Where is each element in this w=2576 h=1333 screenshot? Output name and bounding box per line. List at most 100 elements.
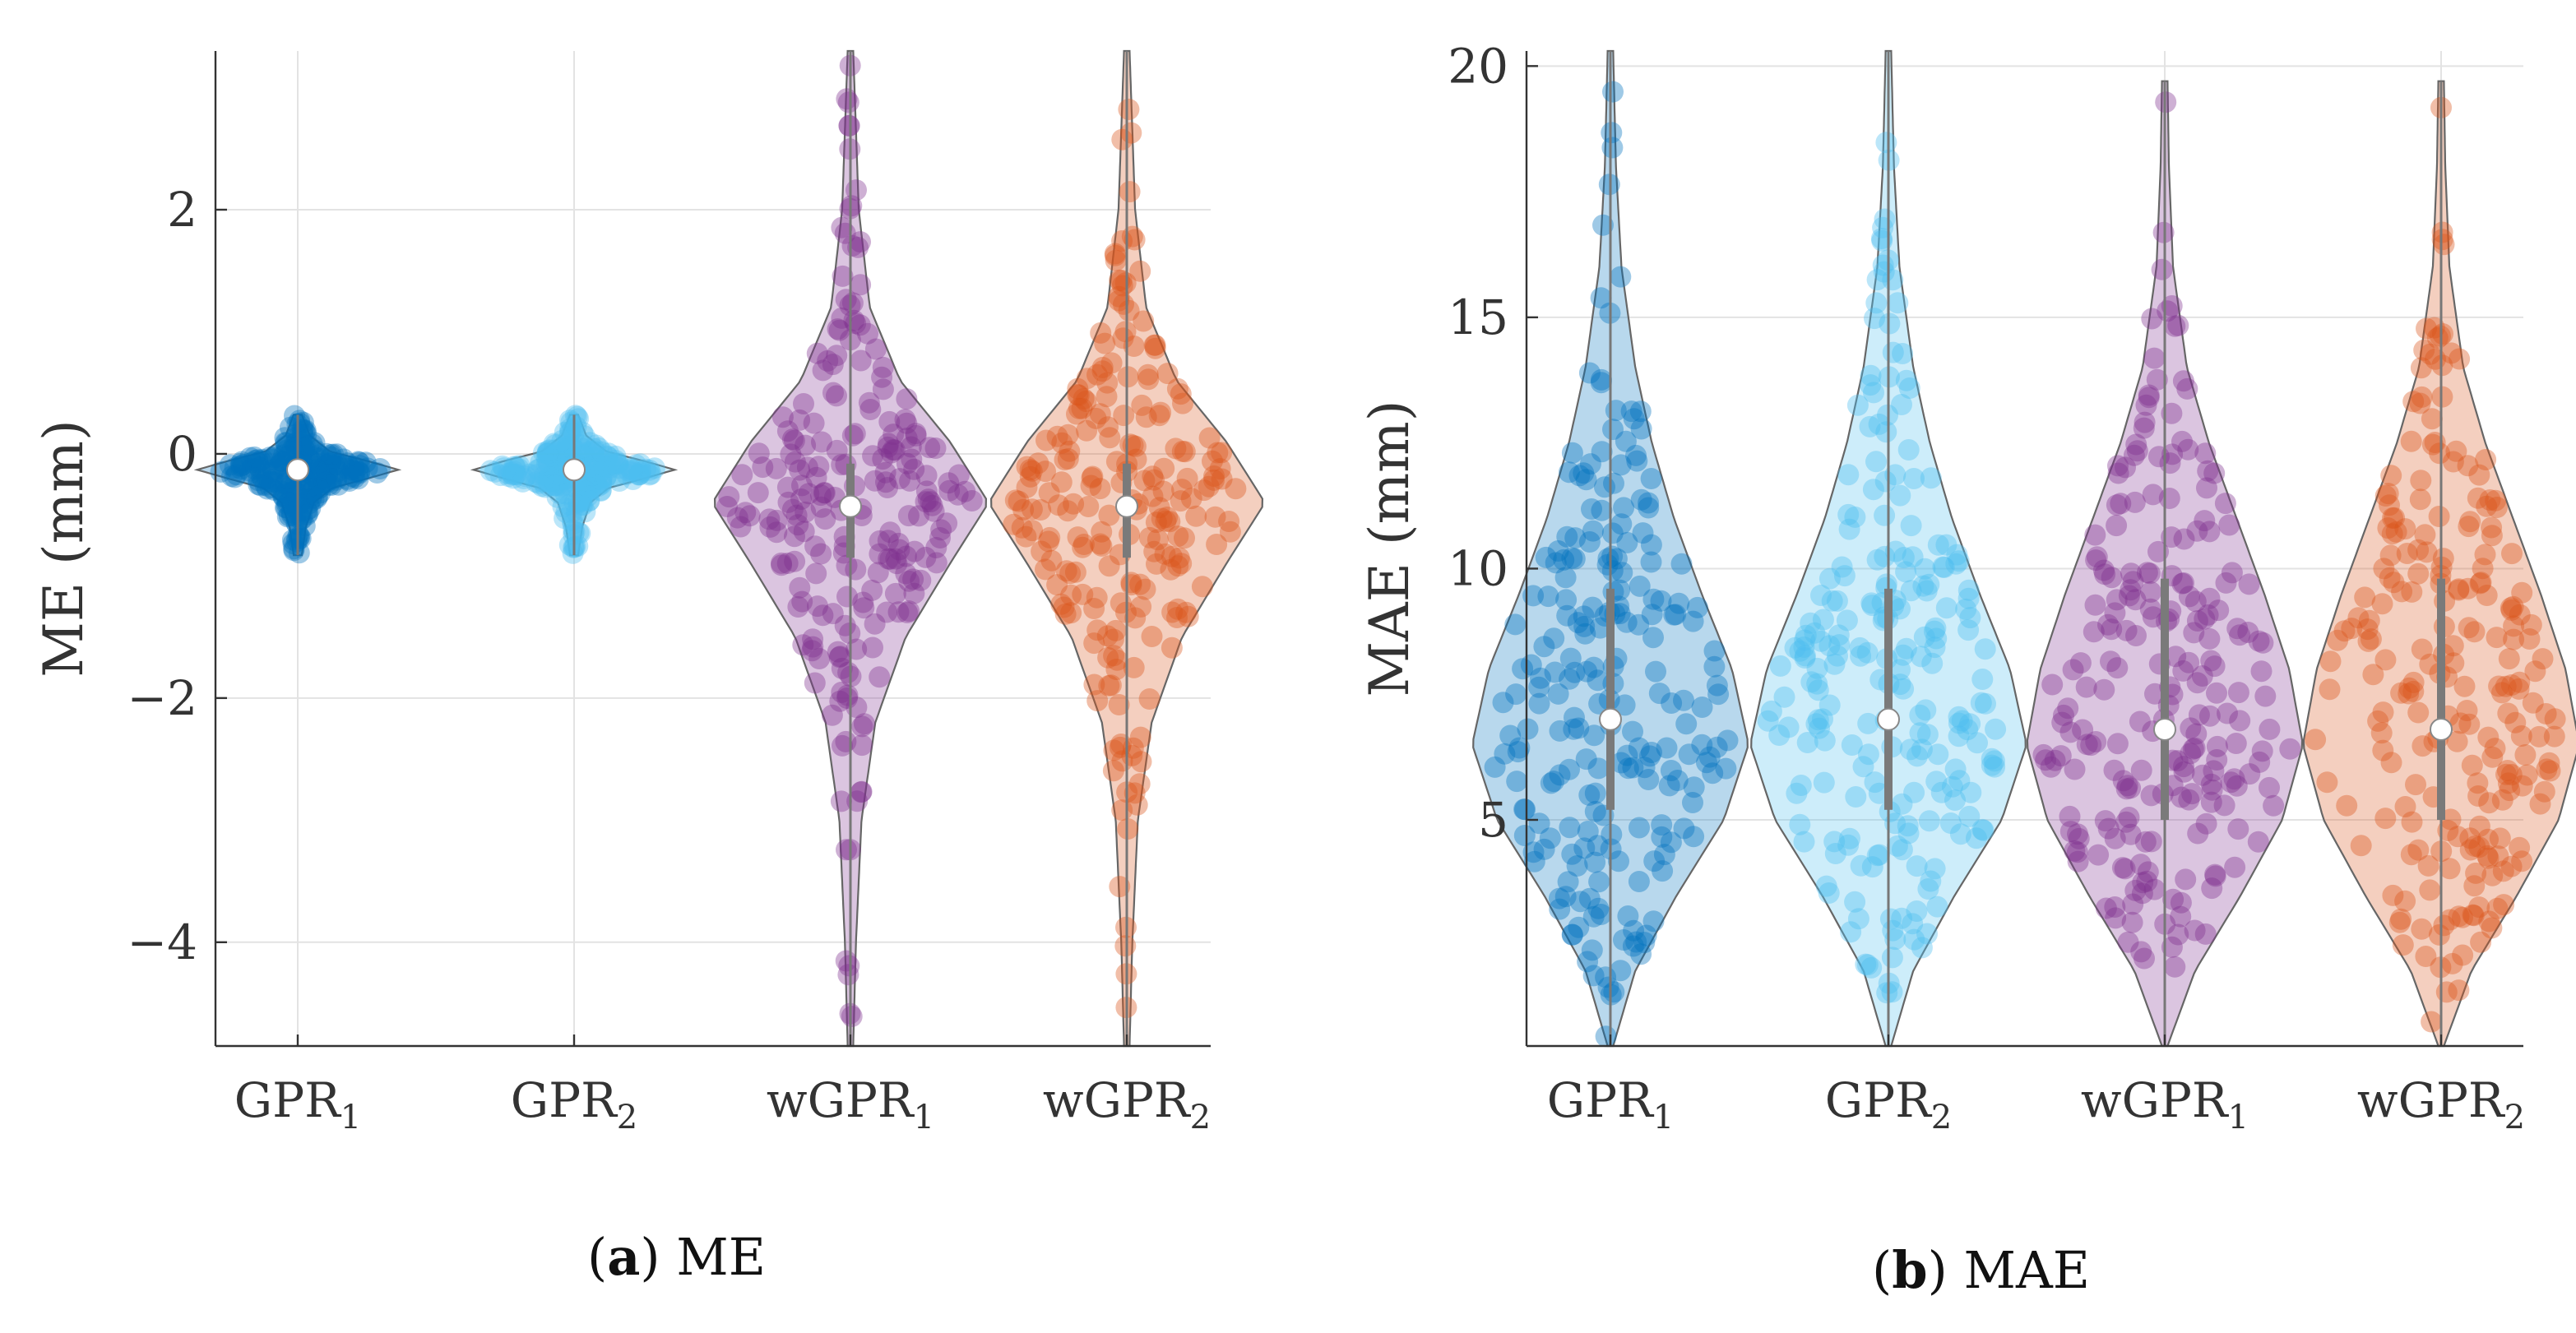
data-point <box>1859 415 1881 437</box>
data-point <box>283 539 305 562</box>
data-point <box>2509 836 2531 859</box>
data-point <box>2511 850 2533 872</box>
data-point <box>493 457 515 479</box>
data-point <box>2411 638 2433 660</box>
data-point <box>1076 368 1098 390</box>
data-point <box>1939 812 1962 834</box>
data-point <box>1909 722 1931 744</box>
data-point <box>2151 258 2173 280</box>
data-point <box>2492 860 2514 882</box>
data-point <box>2084 594 2106 616</box>
data-point <box>1547 683 1569 705</box>
data-point <box>1015 525 1037 548</box>
data-point <box>2431 229 2453 251</box>
data-point <box>1086 690 1109 712</box>
data-point <box>248 456 271 479</box>
data-point <box>836 88 858 110</box>
data-point <box>1933 557 1955 578</box>
data-point <box>2495 675 2517 697</box>
data-point <box>1129 726 1151 748</box>
data-point <box>580 451 602 473</box>
data-point <box>1137 363 1159 386</box>
data-point <box>795 501 817 523</box>
data-point <box>1615 430 1637 452</box>
data-point <box>289 412 311 434</box>
data-point <box>501 463 523 485</box>
data-point <box>298 434 320 456</box>
data-point <box>625 454 647 476</box>
data-point <box>1836 609 1858 632</box>
data-point <box>2200 773 2222 795</box>
data-point <box>2319 678 2341 701</box>
data-point <box>314 457 336 479</box>
data-point <box>2138 386 2160 409</box>
data-point <box>1795 624 1817 646</box>
data-point <box>593 455 615 477</box>
data-point <box>2229 624 2251 646</box>
data-point <box>1167 555 1189 577</box>
data-point <box>1900 515 1922 537</box>
data-point <box>1591 499 1613 521</box>
data-point <box>2188 704 2210 726</box>
data-point <box>2224 856 2246 878</box>
data-point <box>1794 629 1816 651</box>
data-point <box>1793 831 1815 853</box>
data-point <box>1568 916 1590 938</box>
data-point <box>817 349 839 372</box>
data-point <box>884 582 906 604</box>
data-point <box>2489 827 2511 849</box>
data-point <box>544 451 567 473</box>
data-point <box>1868 413 1890 435</box>
data-point <box>2206 735 2228 757</box>
y-tick-label: −2 <box>127 670 198 726</box>
data-point <box>252 468 274 490</box>
data-point <box>2123 444 2145 466</box>
data-point <box>1100 674 1122 697</box>
data-point <box>1616 744 1638 766</box>
data-point <box>543 467 565 489</box>
data-point <box>895 562 917 585</box>
data-point <box>1091 535 1113 557</box>
data-point <box>1003 513 1025 535</box>
data-point <box>572 494 594 516</box>
data-point <box>1072 583 1094 605</box>
data-point <box>500 461 522 484</box>
data-point <box>573 425 595 447</box>
data-point <box>802 628 824 650</box>
data-point <box>559 421 581 443</box>
data-point <box>2252 632 2274 654</box>
violin-wGPR2 <box>989 49 1264 1048</box>
data-point <box>546 441 568 463</box>
data-point <box>1053 596 1075 618</box>
data-point <box>2402 671 2425 693</box>
data-point <box>2357 630 2379 652</box>
data-point <box>1142 465 1164 488</box>
data-point <box>250 450 272 472</box>
data-point <box>2407 539 2430 561</box>
data-point <box>739 505 761 527</box>
data-point <box>1864 308 1885 330</box>
data-point <box>1590 372 1612 394</box>
data-point <box>1584 800 1606 822</box>
data-point <box>2394 518 2416 540</box>
data-point <box>2472 558 2494 580</box>
y-tick-label: 10 <box>1448 540 1508 596</box>
data-point <box>1097 416 1119 438</box>
data-point <box>896 427 918 449</box>
data-point <box>308 477 331 499</box>
data-point <box>546 486 568 508</box>
data-point <box>322 468 343 490</box>
data-point <box>2500 674 2523 696</box>
data-point <box>289 505 311 527</box>
data-point <box>597 442 619 465</box>
data-point <box>1574 623 1596 645</box>
data-point <box>2419 343 2441 365</box>
data-point <box>1151 507 1173 530</box>
data-point <box>2362 664 2384 686</box>
data-point <box>1902 913 1924 935</box>
data-point <box>239 447 262 469</box>
data-point <box>1198 427 1221 449</box>
data-point <box>1889 673 1911 696</box>
data-point <box>2481 917 2503 939</box>
data-point <box>279 416 301 438</box>
